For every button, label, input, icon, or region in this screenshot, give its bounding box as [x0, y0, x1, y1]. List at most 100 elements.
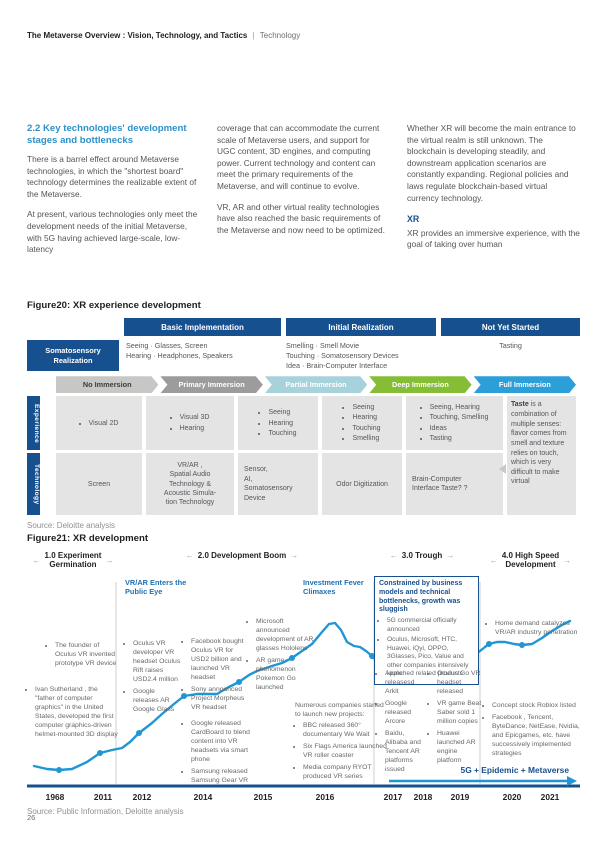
year-tick: 2015: [253, 792, 273, 802]
experience-item: Tasting: [430, 434, 489, 443]
technology-axis-label: Technology: [27, 453, 40, 516]
technology-text: VR/AR , Spatial Audio Technology & Acous…: [163, 461, 217, 507]
note-item: The founder of Oculus VR invented protot…: [55, 642, 121, 669]
stage-header-initial: Initial Realization: [286, 318, 436, 336]
report-title: The Metaverse Overview : Vision, Technol…: [27, 31, 248, 40]
experience-item: Touching: [268, 429, 296, 438]
phase-span-arrow-right: →: [563, 555, 572, 565]
curve-marker: [97, 750, 103, 756]
note-p1-b: Ivan Sutherland , the "father of compute…: [27, 686, 119, 743]
note-item: Oculus, Microsoft, HTC, Huawei, iQyi, OP…: [387, 636, 474, 679]
report-header: The Metaverse Overview : Vision, Technol…: [27, 31, 300, 40]
note-p4-bottom: Concept stock Roblox listed Facebook , T…: [484, 702, 580, 762]
year-tick: 2012: [132, 792, 152, 802]
experience-cell-3: Seeing Hearing Touching: [238, 396, 318, 451]
experience-item: Smelling: [352, 434, 380, 443]
experience-item: Hearing: [180, 424, 210, 433]
intro-columns: 2.2 Key technologies' development stages…: [27, 123, 580, 265]
note-p2-col2b: Google released CardBoard to blend conte…: [183, 720, 251, 789]
note-p2-col4: Numerous companies started to launch new…: [295, 702, 388, 785]
note-item: Google releases AR Google Glass: [133, 688, 181, 715]
phase-4: ← 4.0 High Speed Development →: [481, 551, 580, 569]
year-tick: 2020: [502, 792, 522, 802]
experience-cell-5: Seeing, Hearing Touching, Smelling Ideas…: [406, 396, 503, 451]
note-item: Concept stock Roblox listed: [492, 702, 580, 711]
note-item: Google released CardBoard to blend conte…: [191, 720, 251, 765]
technology-text: Brain-Computer Interface Taste? ?: [412, 475, 468, 493]
xr-curve: [32, 619, 572, 772]
note-intro: Numerous companies started to launch new…: [295, 702, 384, 718]
note-item: Baidu, Alibaba and Tencent AR platforms …: [385, 730, 427, 775]
experience-axis-label: Experience: [27, 396, 40, 451]
section-heading: 2.2 Key technologies' development stages…: [27, 123, 187, 146]
note-p1-a: The founder of Oculus VR invented protot…: [47, 642, 121, 672]
technology-text: Sensor, AI, Somatosensory Device: [244, 466, 293, 502]
constrained-box: Constrained by business models and techn…: [374, 576, 479, 685]
curve-marker: [289, 655, 295, 661]
phase-span-arrow-left: ←: [389, 551, 398, 561]
curve-marker: [369, 653, 375, 659]
figure20-matrix: Experience Technology No Immersion Prima…: [27, 376, 580, 516]
figure20-stage-header-row: Basic Implementation Initial Realization…: [124, 318, 580, 336]
intro-col-1: 2.2 Key technologies' development stages…: [27, 123, 200, 265]
figure21-title: Figure21: XR development: [27, 533, 149, 544]
phase-2: ← 2.0 Development Boom →: [123, 551, 361, 560]
figure20: Figure20: XR experience development Basi…: [27, 300, 580, 530]
figure21-phase-row: ← 1.0 Experiment Germination → ← 2.0 Dev…: [27, 551, 580, 576]
intro-col-2: coverage that can accommodate the curren…: [217, 123, 390, 265]
year-tick: 2011: [93, 792, 113, 802]
taste-note-bold: Taste: [511, 401, 529, 409]
5g-epidemic-metaverse-label: 5G + Epidemic + Metaverse: [460, 765, 569, 775]
technology-text: Screen: [87, 480, 111, 488]
note-p3-col2: Oculus Go VR headset released VR game Be…: [429, 670, 483, 769]
phase-span-arrow-left: ←: [32, 555, 41, 565]
sense-cell-notyet: Tasting: [499, 341, 522, 350]
experience-item: Hearing: [352, 413, 380, 422]
figure20-sense-row: Somatosensory Realization Seeing · Glass…: [27, 340, 580, 372]
experience-item: Touching, Smelling: [430, 413, 489, 422]
sense-cell-initial: Smelling · Smell Movie Touching · Somato…: [286, 341, 399, 371]
year-tick: 1968: [45, 792, 65, 802]
curve-marker: [181, 693, 187, 699]
note-item: Facebook bought Oculus VR for USD2 billi…: [191, 638, 251, 683]
intro-col3-p2: XR provides an immersive experience, wit…: [407, 227, 580, 250]
phase-label: 4.0 High Speed Development: [501, 551, 560, 570]
year-tick: 2014: [193, 792, 213, 802]
intro-col-3: Whether XR will become the main entrance…: [407, 123, 580, 265]
page-number: 26: [27, 813, 36, 822]
technology-cell-bci: Brain-Computer Interface Taste? ?: [406, 453, 503, 516]
year-tick: 2021: [540, 792, 560, 802]
note-p3-col1: Apple releasesd Arkit Google released Ar…: [377, 670, 427, 778]
year-tick: 2017: [383, 792, 403, 802]
year-tick: 2019: [450, 792, 470, 802]
phase-span-arrow-right: →: [290, 551, 299, 561]
subhead-vrar-public-eye: VR/AR Enters the Public Eye: [125, 578, 187, 597]
note-item: AR game phenomenon Pokemon Go launched: [256, 657, 314, 693]
curve-marker: [486, 641, 492, 647]
header-divider: |: [252, 31, 255, 40]
phase-label: 3.0 Trough: [401, 551, 443, 560]
stage-header-basic: Basic Implementation: [124, 318, 281, 336]
note-item: Sony announced Project Morpheus VR heads…: [191, 686, 251, 713]
experience-item: Visual 3D: [180, 413, 210, 422]
figure21-chart: The founder of Oculus VR invented protot…: [27, 576, 580, 788]
xr-subheading: XR: [407, 214, 420, 225]
technology-cell-odor: Odor Digitization +: [322, 453, 402, 516]
note-item: Microsoft announced development of AR gl…: [256, 618, 314, 654]
phase-1: ← 1.0 Experiment Germination →: [27, 551, 119, 569]
xr-development-curve-svg: [27, 582, 580, 788]
note-item: Google released Arcore: [385, 700, 427, 727]
year-tick: 2016: [315, 792, 335, 802]
experience-item: Seeing, Hearing: [430, 403, 489, 412]
note-item: Oculus Go VR headset released: [437, 670, 483, 697]
intro-col2-p2: VR, AR and other virtual reality technol…: [217, 201, 385, 235]
experience-cell-2: Visual 3D Hearing: [146, 396, 234, 451]
figure21-source: Source: Public Information, Deloitte ana…: [27, 807, 184, 816]
figure21: Figure21: XR development ← 1.0 Experimen…: [27, 533, 580, 816]
experience-item: Seeing: [268, 408, 296, 417]
technology-cell-screen: Screen +: [56, 453, 142, 516]
note-p2-col2: Facebook bought Oculus VR for USD2 billi…: [183, 638, 251, 716]
constrained-box-title: Constrained by business models and techn…: [379, 580, 463, 614]
immersion-chevron-full: Full Immersion: [474, 376, 576, 393]
technology-cell-vrar: VR/AR , Spatial Audio Technology & Acous…: [146, 453, 234, 516]
